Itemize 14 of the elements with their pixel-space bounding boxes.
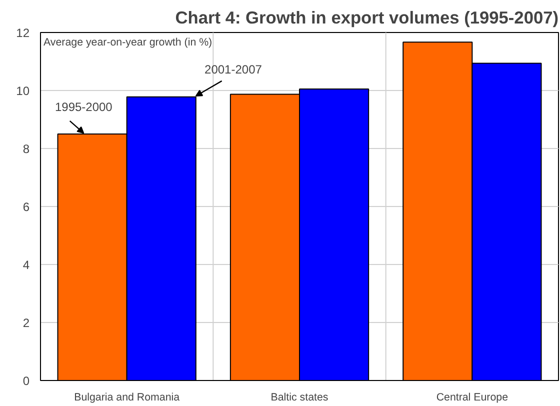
y-tick-label: 2 [22, 316, 30, 330]
y-tick-label: 6 [22, 200, 30, 214]
y-tick-label: 4 [22, 258, 30, 272]
series-label: 1995-2000 [54, 100, 113, 114]
chart-title: Chart 4: Growth in export volumes (1995-2007) [175, 8, 558, 28]
y-tick-label: 10 [16, 84, 30, 98]
x-tick-label: Bulgaria and Romania [74, 392, 180, 404]
y-axis-title: Average year-on-year growth (in %) [44, 36, 212, 48]
y-tick-label: 8 [22, 142, 30, 156]
y-tick-label: 12 [16, 26, 30, 40]
x-tick-label: Central Europe [436, 392, 508, 404]
y-tick-label: 0 [22, 374, 30, 388]
x-tick-label: Baltic states [270, 392, 328, 404]
series-label: 2001-2007 [204, 62, 262, 77]
